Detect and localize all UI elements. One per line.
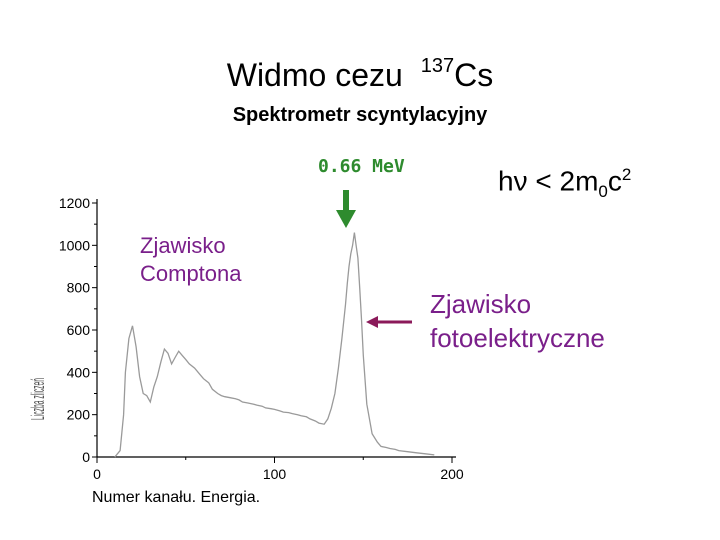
x-tick-label: 0 <box>93 466 101 482</box>
photoelectric-line-2: fotoelektryczne <box>430 323 605 353</box>
peak-energy-label: 0.66 MeV <box>318 156 405 177</box>
title-text: Widmo cezu <box>226 57 403 93</box>
y-axis-fragment: Liczba zliczeń <box>28 378 48 420</box>
chart-axes: 0 200 400 600 800 1000 1200 0 100 200 <box>59 195 464 482</box>
condition-sub: 0 <box>598 181 608 201</box>
compton-annotation: Zjawisko Comptona <box>140 232 242 288</box>
compton-line-1: Zjawisko <box>140 233 226 258</box>
y-tick-label: 1000 <box>59 237 90 253</box>
page-title: Widmo cezu 137Cs <box>0 55 720 94</box>
condition-c: c <box>607 165 622 197</box>
isotope-mass: 137 <box>420 55 455 77</box>
energy-condition: hν < 2m0c2 <box>498 165 631 202</box>
y-tick-label: 800 <box>67 280 91 296</box>
photoelectric-annotation: Zjawisko fotoelektryczne <box>430 287 605 355</box>
x-tick-label: 200 <box>440 466 464 482</box>
y-tick-label: 0 <box>82 449 90 465</box>
y-axis-fragment-text: Liczba zliczeń <box>28 378 48 420</box>
x-axis-label: Numer kanału. Energia. <box>92 489 260 506</box>
x-tick-label: 100 <box>263 466 287 482</box>
compton-line-2: Comptona <box>140 261 242 286</box>
red-arrow <box>366 316 412 328</box>
y-tick-label: 200 <box>67 407 91 423</box>
photoelectric-line-1: Zjawisko <box>430 289 532 319</box>
condition-hv: hν <box>498 165 528 197</box>
y-tick-label: 1200 <box>59 195 90 211</box>
condition-op: < 2m <box>535 165 599 197</box>
green-arrow <box>336 190 356 228</box>
condition-sup: 2 <box>621 165 632 184</box>
subtitle: Spektrometr scyntylacyjny <box>232 104 488 126</box>
spectrum-curve <box>114 232 435 458</box>
y-tick-label: 600 <box>67 322 91 338</box>
isotope-symbol: Cs <box>454 57 494 93</box>
y-tick-label: 400 <box>67 364 91 380</box>
